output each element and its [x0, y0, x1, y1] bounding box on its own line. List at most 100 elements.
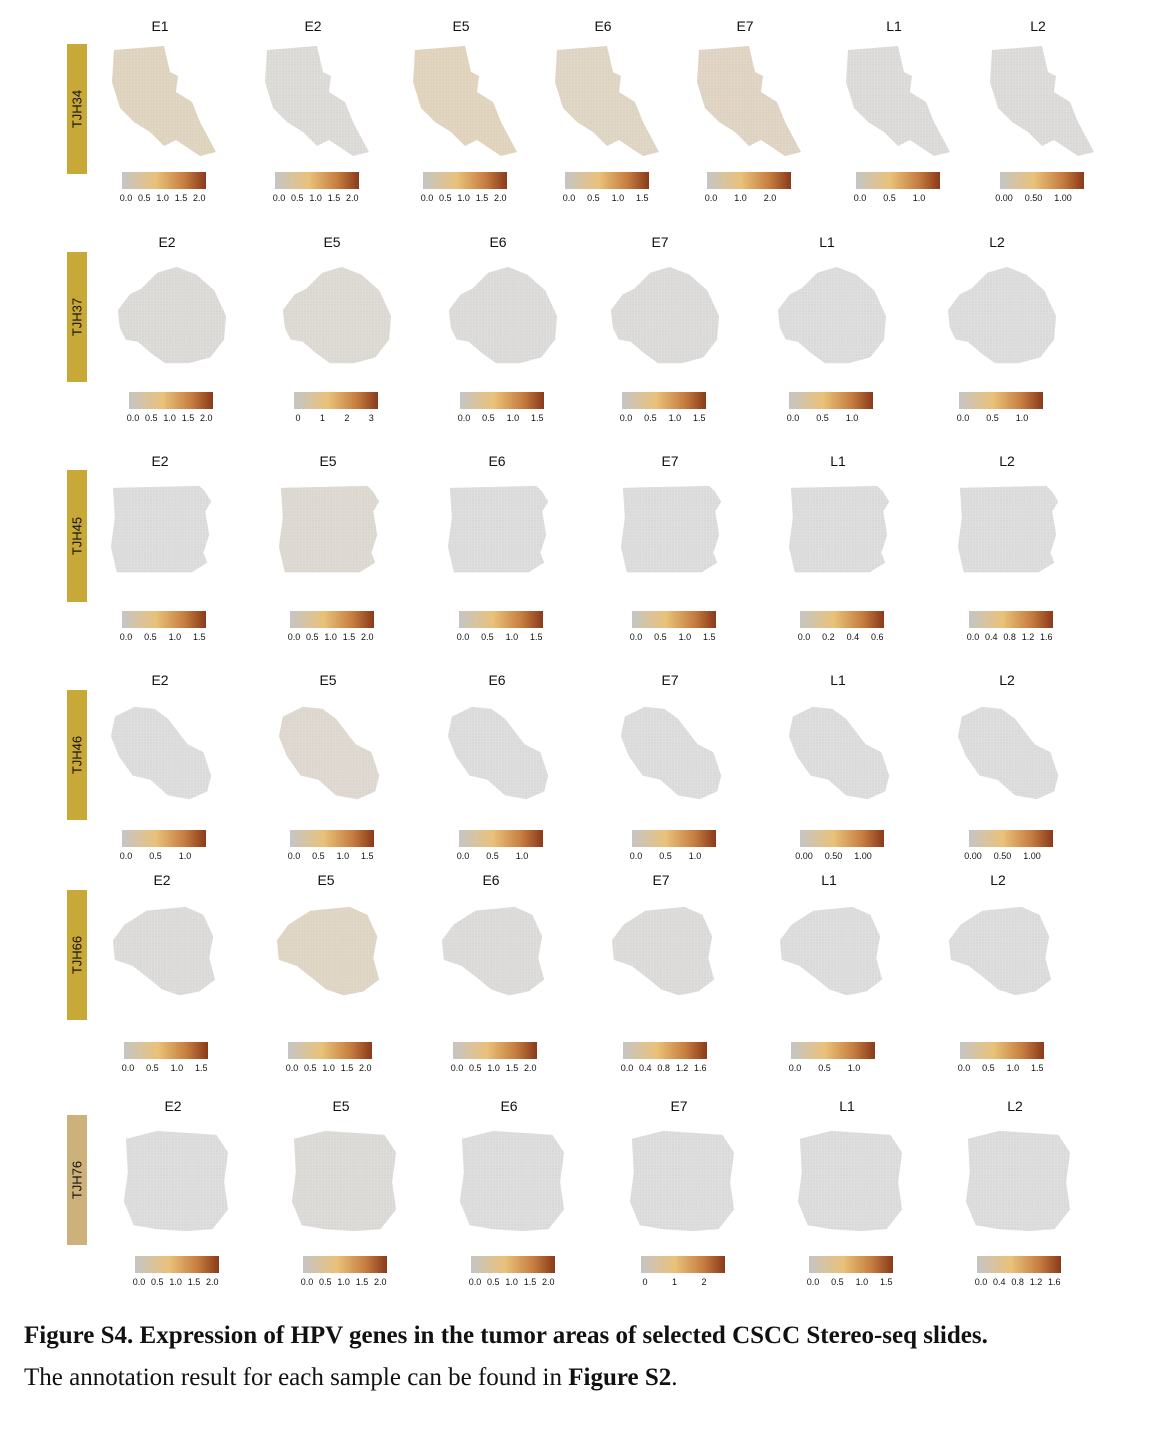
colorbar-tick-label: 1.0 [734, 193, 747, 203]
colorbar [122, 172, 206, 189]
colorbar-tick-label: 1.2 [1029, 1277, 1043, 1287]
colorbar [707, 172, 791, 189]
panel-title-tjh34-e6: E6 [594, 18, 612, 34]
caption-body-prefix: The annotation result for each sample ca… [24, 1364, 569, 1391]
sample-label-tjh45: TJH45 [67, 470, 87, 602]
tissue-outline [117, 266, 227, 364]
tissue-outline [788, 706, 890, 800]
panel-title-tjh45-e5: E5 [319, 453, 337, 469]
tissue-outline [777, 266, 887, 364]
caption-title: Figure S4. Expression of HPV genes in th… [24, 1322, 988, 1349]
colorbar-tick-label: 1.6 [1048, 1277, 1061, 1287]
colorbar [641, 1256, 725, 1273]
tissue-outline [620, 706, 722, 800]
colorbar-tick-label: 0.0 [285, 1063, 299, 1073]
colorbar-tick-label: 2.0 [524, 1063, 537, 1073]
colorbar-tick-label: 1.0 [855, 1277, 869, 1287]
colorbar [459, 830, 543, 847]
colorbar-tick-label: 1.5 [530, 632, 543, 642]
panel-title-tjh45-l2: L2 [999, 453, 1015, 469]
sample-label-text: TJH46 [69, 735, 85, 775]
panel-title-tjh46-e6: E6 [488, 672, 506, 688]
colorbar-tick-label: 0.2 [822, 632, 835, 642]
caption-figure-ref: Figure S2 [568, 1364, 672, 1391]
colorbar-tick-label: 0.0 [853, 193, 867, 203]
colorbar-tick-label: 1.0 [847, 1063, 861, 1073]
colorbar [632, 611, 716, 628]
colorbar-tick-label: 0.0 [420, 193, 434, 203]
colorbar-tick-label: 0.0 [704, 193, 718, 203]
colorbar-tick-label: 1.0 [457, 193, 470, 203]
colorbar-tick-label: 2.0 [359, 1063, 372, 1073]
panel-title-tjh46-l1: L1 [830, 672, 846, 688]
panel-title-tjh34-l1: L1 [886, 18, 902, 34]
sample-label-tjh46: TJH46 [67, 690, 87, 820]
colorbar-tick-label: 0.4 [639, 1063, 652, 1073]
tissue-map [441, 906, 545, 996]
colorbar-tick-label: 0.5 [304, 1063, 317, 1073]
panel-title-tjh76-e2: E2 [164, 1098, 182, 1114]
panel-title-tjh45-l1: L1 [830, 453, 846, 469]
panel-title-tjh46-e5: E5 [319, 672, 337, 688]
colorbar-tick-label: 1.5 [195, 1063, 208, 1073]
tissue-outline [447, 706, 549, 800]
tissue-outline [291, 1130, 397, 1232]
colorbar-tick-label: 1.00 [854, 851, 872, 861]
colorbar-tick-label: 0.50 [824, 851, 843, 861]
colorbar-tick-label: 0.0 [457, 413, 471, 423]
colorbar-tick-label: 0.0 [797, 632, 811, 642]
colorbar-tick-label: 0.50 [1024, 193, 1043, 203]
colorbar [275, 172, 359, 189]
expression-overlay [612, 907, 714, 996]
tissue-outline [278, 485, 380, 573]
expression-overlay [291, 1130, 397, 1232]
colorbar-tick-label: 0.5 [306, 632, 319, 642]
expression-overlay [413, 46, 517, 156]
expression-overlay [611, 267, 719, 363]
colorbar-tick-label: 1.0 [322, 1063, 335, 1073]
tissue-outline [448, 266, 558, 364]
colorbar [303, 1256, 387, 1273]
tissue-map [112, 46, 216, 156]
colorbar-tick-label: 0.5 [831, 1277, 844, 1287]
colorbar-tick-label: 3 [368, 413, 374, 423]
colorbar-tick-label: 0.5 [482, 413, 495, 423]
colorbar-tick-label: 0.5 [654, 632, 667, 642]
colorbar-tick-label: 1.00 [1023, 851, 1041, 861]
tissue-map [777, 266, 887, 364]
caption-body-suffix: . [671, 1364, 678, 1391]
panel-title-tjh76-l2: L2 [1007, 1098, 1023, 1114]
colorbar-tick-label: 1.0 [515, 851, 529, 861]
colorbar-tick-label: 0.0 [119, 851, 133, 861]
sample-label-tjh37: TJH37 [67, 252, 87, 382]
colorbar-tick-label: 1.0 [505, 632, 519, 642]
expression-overlay [990, 46, 1094, 156]
panel-title-tjh46-e7: E7 [661, 672, 679, 688]
panel-title-tjh37-e2: E2 [158, 234, 176, 250]
colorbar-tick-label: 0.5 [149, 851, 162, 861]
colorbar-tick-label: 1.0 [505, 1277, 518, 1287]
expression-overlay [113, 907, 215, 996]
expression-overlay [282, 266, 392, 364]
tissue-outline [110, 706, 212, 800]
expression-overlay [697, 46, 801, 156]
colorbar-tick-label: 0.0 [119, 632, 133, 642]
tissue-map [291, 1130, 397, 1232]
colorbar-tick-label: 2.0 [346, 193, 359, 203]
tissue-map [265, 46, 369, 156]
colorbar [122, 830, 206, 847]
colorbar [960, 1042, 1044, 1059]
panel-title-tjh34-e1: E1 [151, 18, 169, 34]
tissue-outline [846, 46, 950, 156]
expression-overlay [449, 267, 557, 363]
colorbar [471, 1256, 555, 1273]
tissue-map [957, 706, 1059, 800]
tissue-outline [990, 46, 1094, 156]
colorbar [856, 172, 940, 189]
tissue-outline [265, 46, 369, 156]
panel-title-tjh66-e7: E7 [652, 872, 670, 888]
panel-title-tjh66-l2: L2 [990, 872, 1006, 888]
colorbar-tick-label: 0.0 [450, 1063, 464, 1073]
tissue-map [611, 906, 715, 996]
expression-overlay [278, 485, 380, 573]
